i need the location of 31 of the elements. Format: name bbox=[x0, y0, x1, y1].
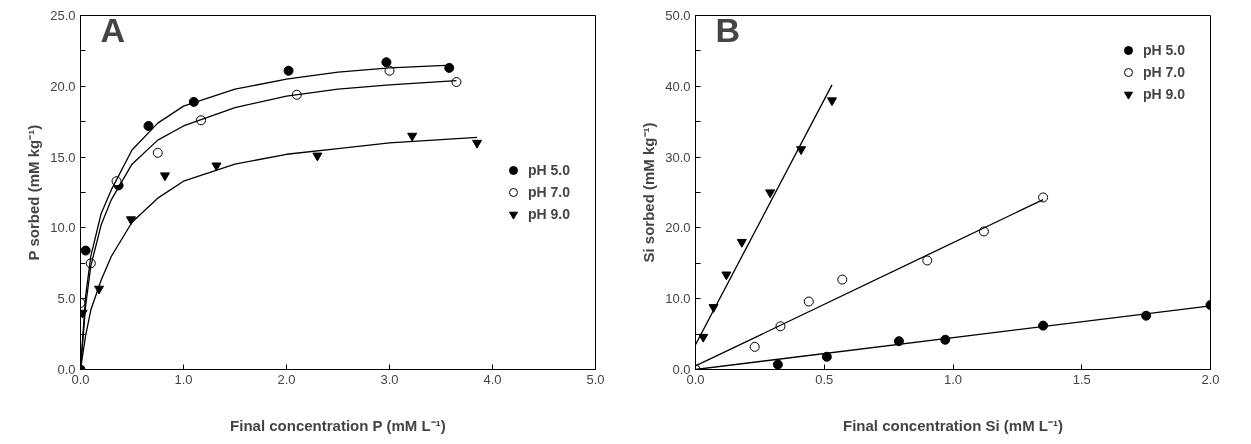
legend-label: pH 7.0 bbox=[527, 184, 570, 200]
x-tick-label: 5.0 bbox=[586, 371, 605, 387]
x-tick-label: 1.0 bbox=[943, 371, 963, 387]
legend-label: pH 5.0 bbox=[1142, 42, 1185, 58]
y-tick-label: 20.0 bbox=[50, 78, 76, 94]
legend-label: pH 5.0 bbox=[527, 162, 570, 178]
annotation: B bbox=[715, 10, 741, 49]
x-tick-label: 0.5 bbox=[815, 371, 834, 387]
y-tick-label: 25.0 bbox=[50, 8, 76, 23]
legend-label: pH 7.0 bbox=[1142, 64, 1185, 80]
annotation: A bbox=[100, 10, 126, 49]
x-tick-label: 2.0 bbox=[277, 371, 296, 387]
y-tick-label: 10.0 bbox=[665, 291, 691, 307]
x-axis-title: Final concentration P (mM L⁻¹) bbox=[230, 416, 446, 434]
x-tick-label: 4.0 bbox=[483, 371, 502, 387]
x-tick-label: 3.0 bbox=[380, 371, 399, 387]
y-tick-label: 30.0 bbox=[665, 149, 691, 165]
y-tick-label: 15.0 bbox=[50, 149, 76, 165]
x-tick-label: 1.0 bbox=[174, 371, 193, 387]
y-tick-label: 40.0 bbox=[665, 78, 691, 94]
x-axis-title: Final concentration Si (mM L⁻¹) bbox=[843, 416, 1064, 434]
x-tick-label: 2.0 bbox=[1201, 371, 1220, 387]
legend-label: pH 9.0 bbox=[527, 206, 570, 222]
y-tick-label: 5.0 bbox=[57, 291, 76, 307]
x-tick-label: 1.5 bbox=[1072, 371, 1091, 387]
y-axis-title: Si sorbed (mM kg⁻¹) bbox=[640, 122, 658, 263]
y-tick-label: 10.0 bbox=[50, 220, 76, 236]
y-tick-label: 20.0 bbox=[665, 220, 691, 236]
legend-label: pH 9.0 bbox=[1142, 86, 1185, 102]
y-axis-title: P sorbed (mM kg⁻¹) bbox=[25, 124, 43, 261]
y-tick-label: 50.0 bbox=[665, 8, 691, 23]
